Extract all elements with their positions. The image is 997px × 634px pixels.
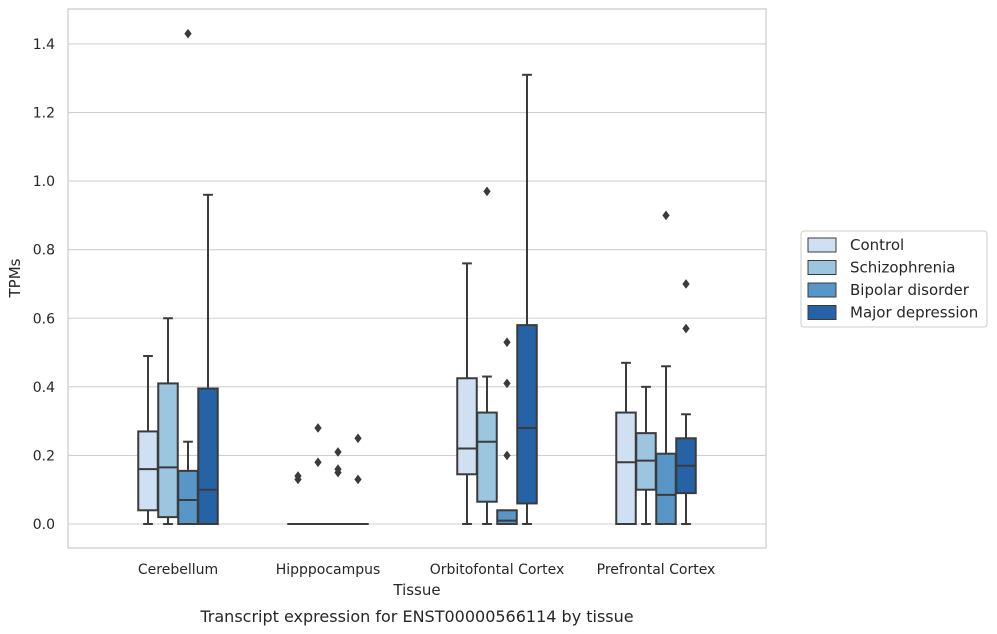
plot-frame [67, 8, 767, 549]
box-iqr [197, 387, 219, 525]
y-tick-label: 0.4 [33, 380, 55, 396]
outlier-point [682, 279, 690, 289]
box-iqr [177, 469, 199, 525]
box-iqr [655, 452, 677, 526]
y-tick-label: 0.0 [33, 517, 55, 533]
box-group [655, 210, 677, 526]
chart-caption: Transcript expression for ENST0000056611… [199, 607, 633, 626]
legend-swatch [807, 237, 837, 253]
legend-swatch [807, 260, 837, 275]
y-tick-label: 1.2 [33, 106, 55, 122]
box-iqr [496, 509, 518, 525]
y-tick-label: 1.0 [33, 174, 55, 190]
box-group [675, 279, 697, 525]
outlier-point [294, 471, 302, 481]
outlier-point [662, 210, 670, 221]
x-tick-labels: Cerebellum Hipppocampus Orbitofontal Corte… [138, 562, 715, 578]
legend-label: Major depression [850, 304, 978, 322]
outlier-point [354, 433, 362, 444]
x-tick-label: Cerebellum [138, 562, 218, 578]
box-group [137, 354, 159, 525]
y-tick-label: 0.6 [33, 311, 55, 327]
outlier-point [354, 474, 362, 485]
box-group [456, 262, 478, 525]
box-group [476, 186, 498, 525]
box-group [347, 433, 369, 526]
y-tick-label: 1.4 [33, 37, 55, 53]
x-tick-label: Orbitofontal Cortex [430, 562, 565, 578]
legend-label: Bipolar disorder [850, 281, 970, 299]
outlier-point [682, 323, 690, 334]
outlier-point [334, 464, 342, 475]
y-tick-label: 0.2 [33, 448, 55, 464]
box-group [197, 193, 219, 525]
legend-label: Schizophrenia [850, 259, 955, 277]
outlier-point [334, 447, 342, 457]
legend: Control Schizophrenia Bipolar disorder Majo… [800, 230, 988, 328]
box-group [496, 337, 518, 525]
box-group [157, 317, 179, 525]
box-group [516, 73, 538, 525]
box-group [177, 28, 199, 525]
box-iqr [476, 411, 498, 503]
legend-swatch [807, 305, 837, 320]
box-group [327, 447, 349, 526]
y-tick-labels: 0.0 0.2 0.4 0.6 0.8 1.0 1.2 1.4 [33, 37, 55, 533]
legend-swatch [807, 282, 837, 298]
outlier-point [503, 450, 511, 461]
boxes [137, 28, 697, 526]
legend-label: Control [850, 236, 904, 254]
outlier-point [314, 423, 322, 433]
gridlines [68, 43, 766, 525]
outlier-point [503, 378, 511, 389]
x-axis-title: Tissue [392, 581, 440, 599]
box-group [287, 471, 309, 526]
box-group [635, 385, 657, 525]
box-iqr [137, 430, 159, 512]
outlier-point [503, 337, 511, 348]
box-iqr [516, 324, 538, 505]
legend-frame [800, 230, 988, 328]
y-tick-label: 0.8 [33, 243, 55, 259]
box-group [307, 423, 329, 526]
x-tick-label: Prefrontal Cortex [597, 562, 716, 578]
x-tick-label: Hipppocampus [276, 562, 381, 578]
y-axis-title: TPMs [6, 258, 24, 298]
box-iqr [157, 382, 179, 519]
outlier-point [184, 28, 192, 39]
outlier-point [314, 457, 322, 468]
box-iqr [615, 411, 637, 525]
box-iqr [456, 377, 478, 476]
outlier-point [483, 186, 491, 197]
